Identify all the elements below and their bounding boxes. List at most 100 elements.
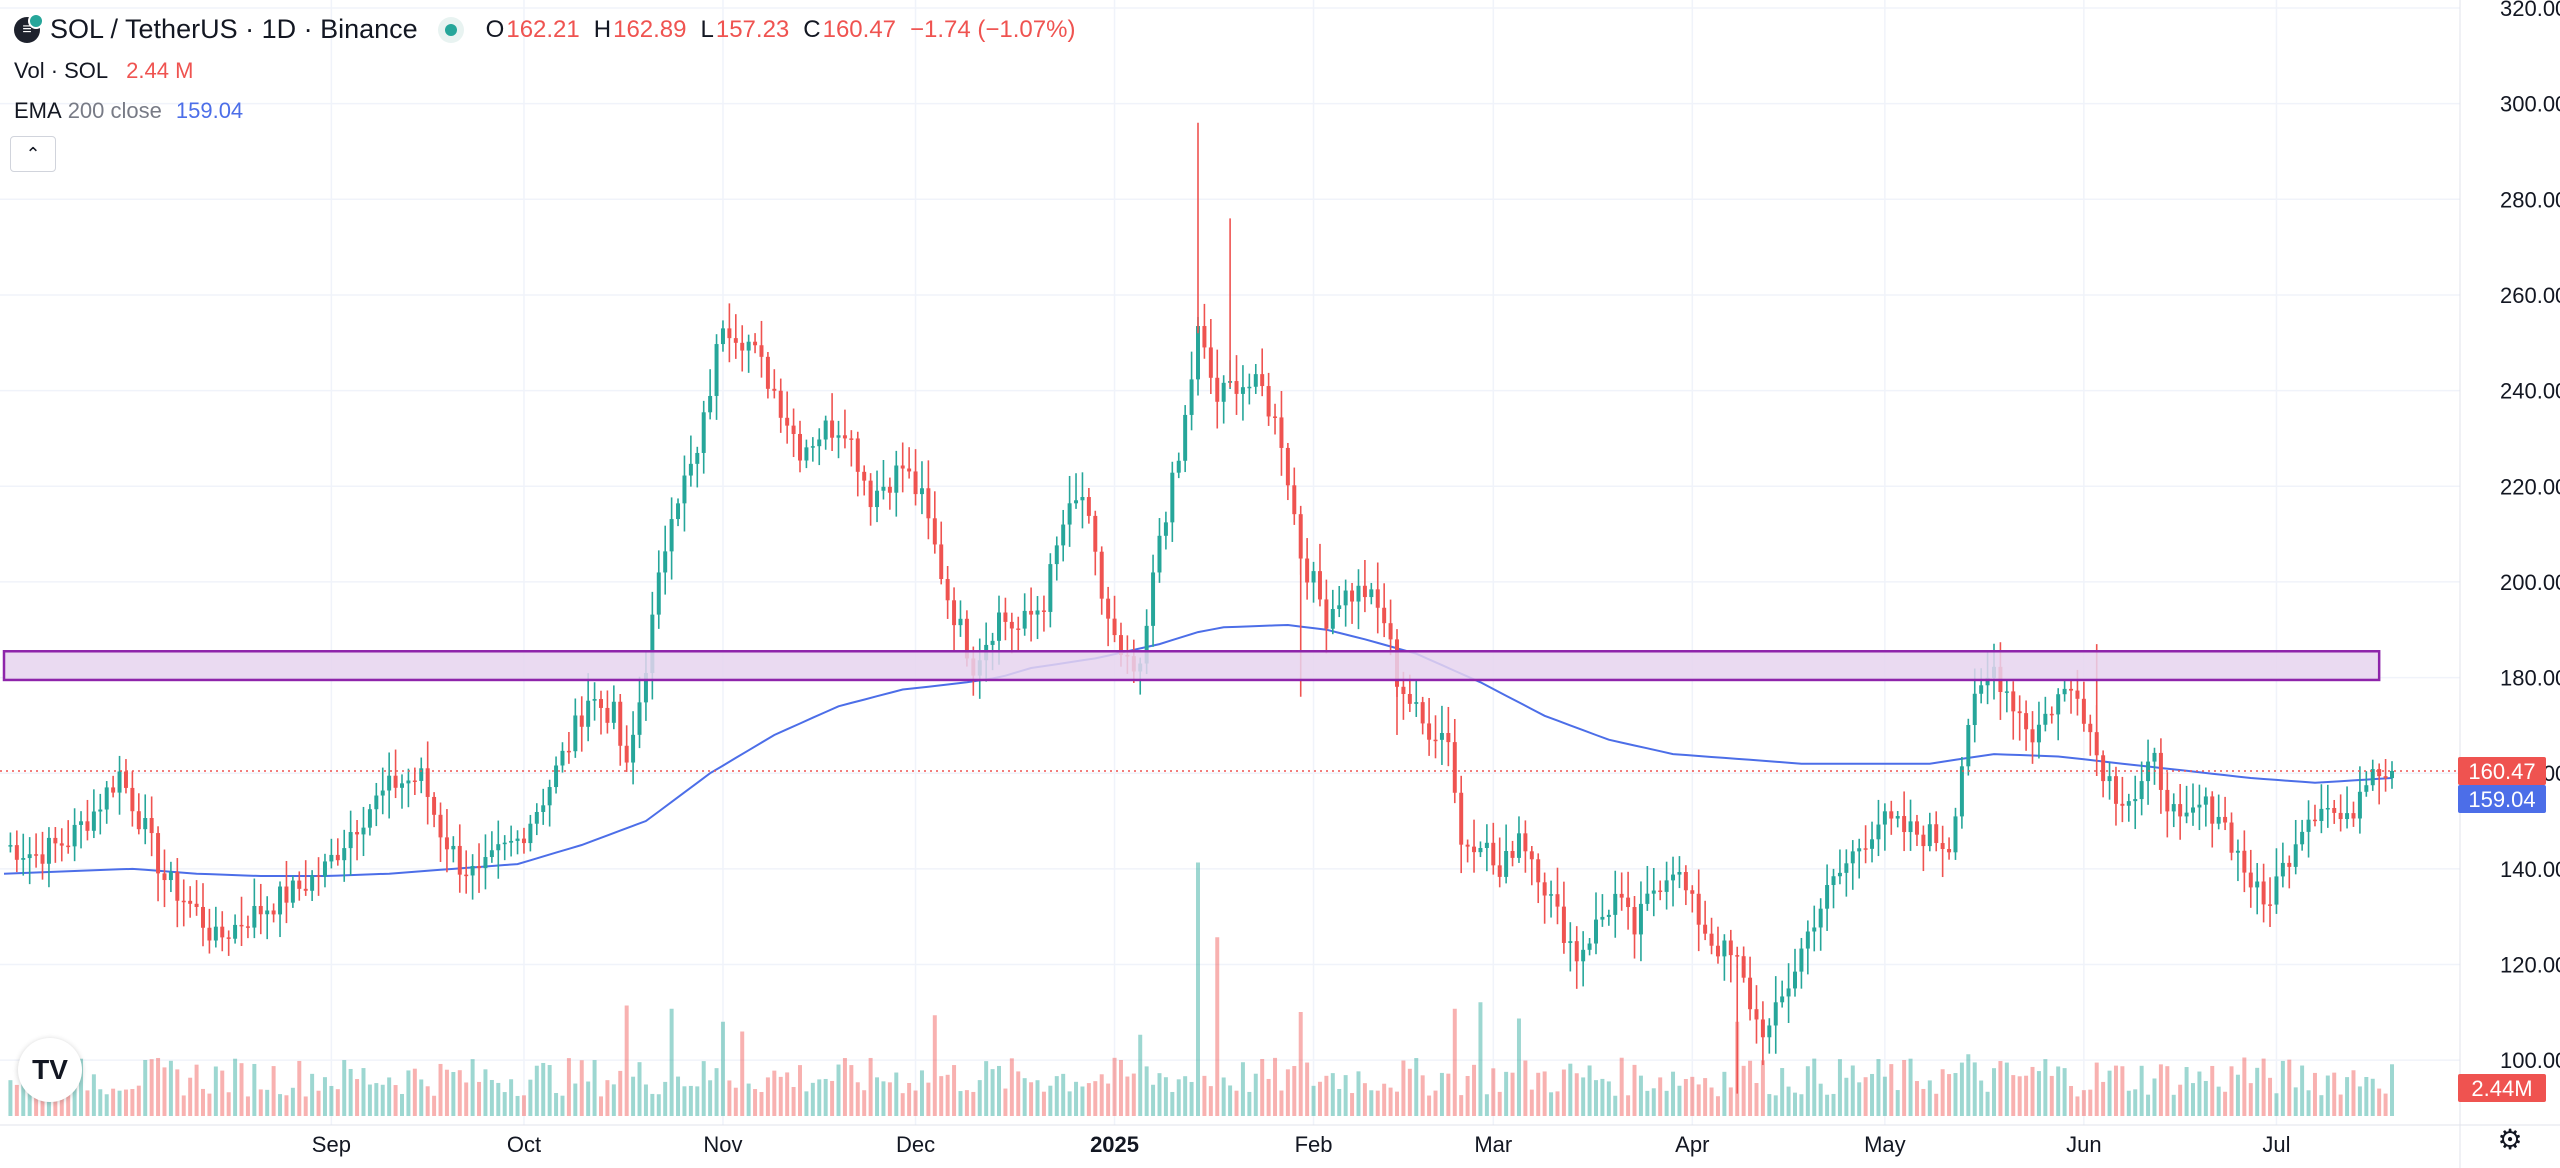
candle-body: [2338, 812, 2343, 820]
symbol-title[interactable]: SOL / TetherUS · 1D · Binance: [50, 14, 418, 44]
volume-bar: [1144, 1066, 1149, 1116]
volume-bar: [1202, 1075, 1207, 1116]
volume-bar: [2293, 1087, 2298, 1116]
volume-bar: [1651, 1088, 1656, 1116]
volume-bar: [868, 1057, 873, 1116]
candle-body: [1080, 497, 1085, 501]
candle-body: [1382, 607, 1387, 624]
candle-body: [1247, 386, 1252, 389]
candle-body: [162, 873, 167, 881]
volume-bar: [733, 1087, 738, 1116]
volume-bar: [2351, 1070, 2356, 1116]
candle-body: [2351, 813, 2356, 819]
volume-bar: [2287, 1059, 2292, 1116]
candle-body: [342, 848, 347, 861]
market-status-icon[interactable]: [437, 16, 464, 43]
candle-body: [1324, 599, 1329, 629]
volume-bar: [1555, 1091, 1560, 1116]
volume-bar: [926, 1082, 931, 1116]
volume-bar: [701, 1061, 706, 1116]
candle-body: [2139, 781, 2144, 800]
volume-bar: [2120, 1066, 2125, 1116]
volume-bar: [85, 1090, 90, 1116]
candle-body: [701, 412, 706, 453]
volume-bar: [477, 1081, 482, 1116]
candle-body: [1606, 914, 1611, 917]
candle-body: [79, 821, 84, 825]
symbol-legend[interactable]: ≡ SOL / TetherUS · 1D · Binance O 162.21 …: [14, 12, 1089, 45]
volume-bar: [1356, 1071, 1361, 1116]
candle-body: [2075, 690, 2080, 699]
candle-body: [374, 795, 379, 810]
volume-bar: [1523, 1060, 1528, 1116]
candle-body: [1221, 382, 1226, 402]
candle-body: [1677, 872, 1682, 875]
volume-legend[interactable]: Vol · SOL 2.44 M: [14, 58, 193, 84]
volume-bar: [573, 1083, 578, 1116]
candle-body: [791, 425, 796, 434]
resistance-zone: [2, 650, 2381, 682]
volume-axis-label: 2.44M: [2471, 1076, 2532, 1101]
volume-bar: [1228, 1085, 1233, 1116]
candle-body: [329, 854, 334, 862]
volume-bar: [284, 1095, 289, 1116]
candle-body: [1253, 374, 1258, 387]
volume-bar: [855, 1082, 860, 1116]
candle-body: [1273, 416, 1278, 418]
volume-bar: [1934, 1093, 1939, 1116]
tradingview-logo[interactable]: TV: [18, 1038, 82, 1102]
volume-bar: [1902, 1060, 1907, 1116]
price-axis-bg: [2460, 0, 2560, 1168]
candle-body: [1016, 628, 1021, 630]
candle-body: [168, 872, 173, 881]
candle-body: [952, 600, 957, 626]
candle-body: [1414, 702, 1419, 704]
candle-body: [1619, 893, 1624, 898]
ema-params: 200 close: [67, 98, 162, 123]
close-value: 160.47: [822, 15, 897, 43]
volume-bar: [162, 1067, 167, 1116]
volume-bar: [830, 1080, 835, 1116]
volume-bar: [804, 1091, 809, 1116]
candle-body: [59, 843, 64, 846]
candle-body: [348, 832, 353, 849]
candle-body: [830, 420, 835, 438]
volume-bar: [1118, 1060, 1123, 1116]
volume-bar: [708, 1080, 713, 1116]
candle-body: [117, 771, 122, 793]
volume-bar: [1215, 937, 1220, 1116]
candle-body: [393, 775, 398, 788]
volume-bar: [168, 1060, 173, 1116]
candle-body: [708, 395, 713, 413]
volume-bar: [1061, 1073, 1066, 1116]
volume-bar: [586, 1081, 591, 1116]
volume-bar: [560, 1095, 565, 1116]
candle-body: [1215, 377, 1220, 402]
candle-body: [104, 787, 109, 810]
candle-body: [252, 905, 257, 928]
candle-body: [1106, 598, 1111, 619]
volume-bar: [1780, 1068, 1785, 1116]
candle-body: [98, 809, 103, 812]
candle-body: [1947, 849, 1952, 853]
candle-body: [772, 388, 777, 391]
y-tick-label: 180.00: [2500, 666, 2560, 691]
candle-body: [2377, 769, 2382, 777]
gear-icon[interactable]: ⚙: [2497, 1124, 2523, 1155]
candle-body: [2088, 723, 2093, 733]
volume-bar: [521, 1095, 526, 1116]
volume-bar: [2030, 1066, 2035, 1116]
volume-bar: [1131, 1073, 1136, 1116]
collapse-legend-button[interactable]: ⌃: [10, 136, 56, 172]
volume-bar: [1786, 1086, 1791, 1116]
candle-body: [1279, 417, 1284, 448]
volume-bar: [1176, 1079, 1181, 1116]
candle-body: [1651, 890, 1656, 894]
candle-body: [1671, 874, 1676, 881]
ema-legend[interactable]: EMA 200 close 159.04: [14, 98, 243, 124]
volume-bar: [1343, 1075, 1348, 1116]
volume-bar: [2306, 1090, 2311, 1116]
volume-bar: [2268, 1077, 2273, 1116]
candle-body: [1516, 833, 1521, 858]
